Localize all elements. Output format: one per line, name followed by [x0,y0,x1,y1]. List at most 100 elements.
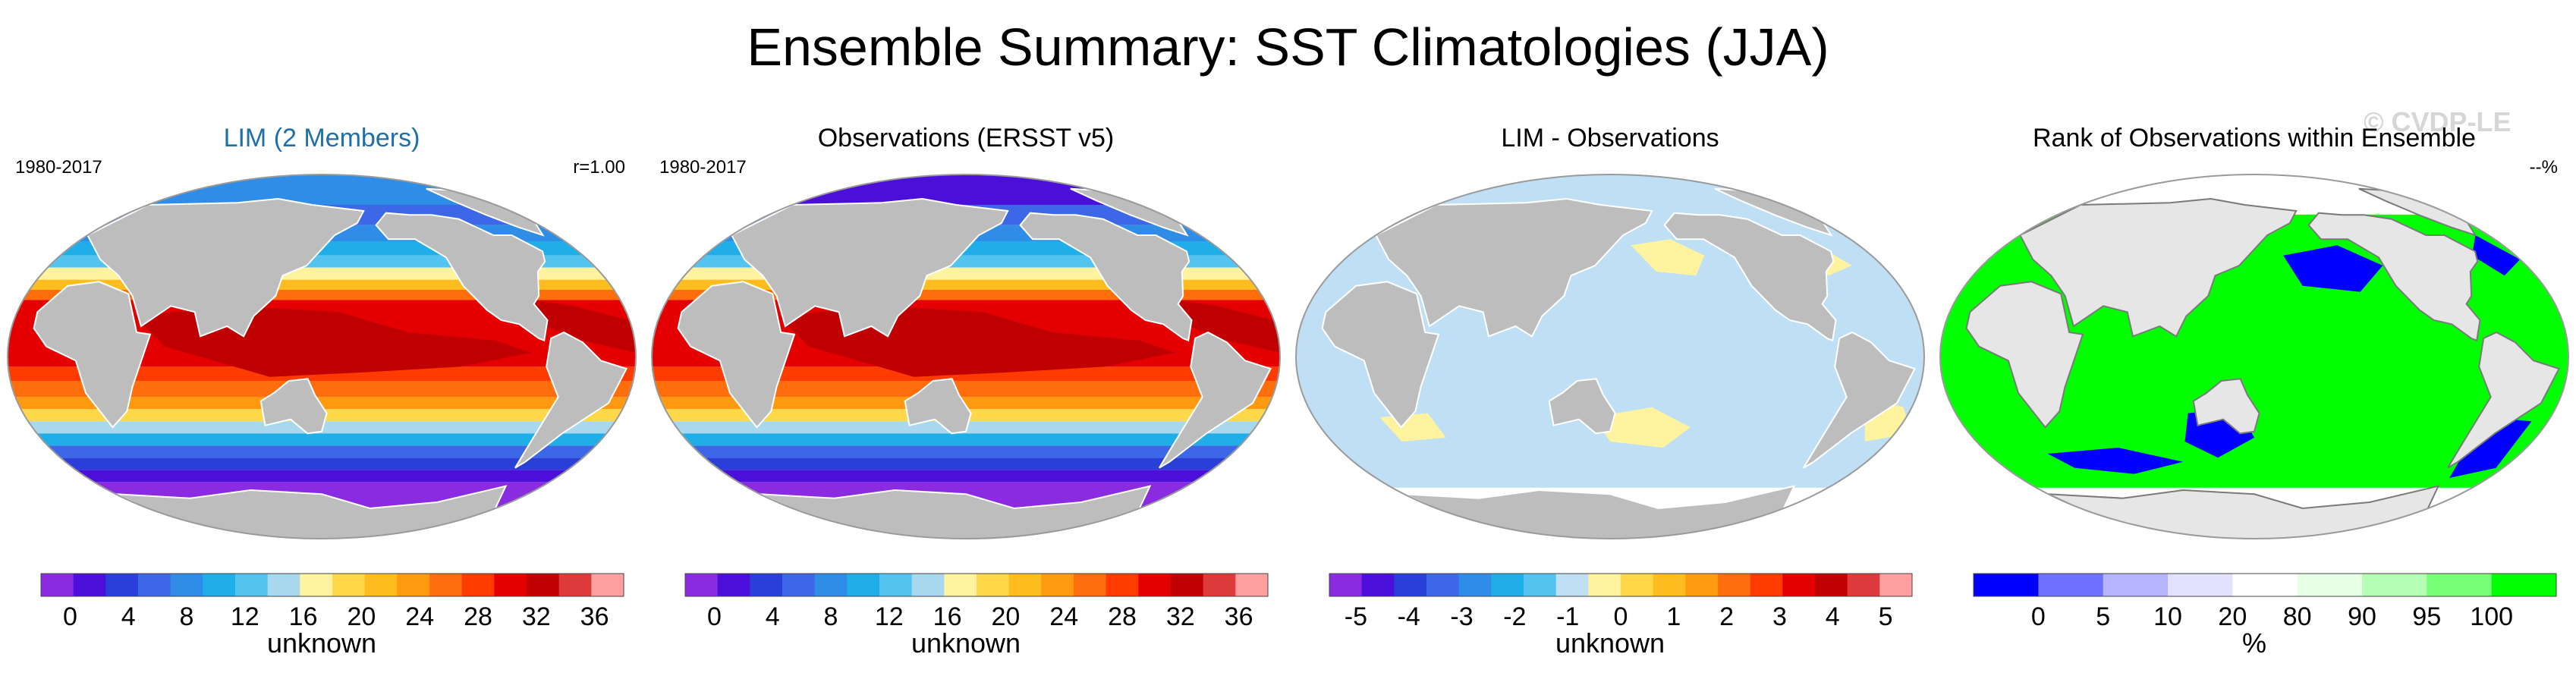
positive-anomaly-region [1593,407,1691,448]
colorbar-tick-label: 8 [824,602,838,631]
land-africa [1321,281,1440,429]
land-namerica [375,212,549,342]
colorbar-tick-label: 80 [2283,602,2312,631]
panel-title: Observations (ERSST v5) [817,124,1115,152]
sst-band [652,470,1280,483]
land-australia [1548,378,1616,435]
colorbar: 0 5 10 20 80 90 95 100% [1973,573,2557,659]
colorbar-swatch [558,574,592,596]
land-antarctic [1404,485,1796,539]
colorbar-tick-label: 5 [1879,602,1893,631]
colorbar-swatch [494,574,527,596]
colorbar-swatch [750,574,783,596]
colorbar-swatch [364,574,398,596]
colorbar-swatch [41,574,74,596]
colorbar-tick-label: 12 [875,602,904,631]
colorbar-units-label: % [2242,627,2266,659]
land-namerica [1019,212,1193,342]
colorbar-swatch [235,574,269,596]
colorbar-tick-label: 12 [231,602,259,631]
colorbar-swatch [1138,574,1172,596]
map-outline [1939,174,2569,539]
land-samerica [1803,331,1917,469]
sst-map [651,174,1281,539]
colorbar-units-label: unknown [267,627,376,659]
atlantic-warm-region [1173,300,1280,353]
sst-band [8,175,636,205]
colorbar-swatch [73,574,106,596]
sst-band [652,457,1280,470]
colorbar-swatch [332,574,366,596]
colorbar-tick-label: 0 [707,602,722,631]
colorbar-swatch [1203,574,1236,596]
colorbar-swatch [2168,574,2233,596]
sst-band [652,433,1280,446]
colorbar-swatch [2362,574,2427,596]
colorbar-tick-label: 100 [2470,602,2513,631]
sst-band [8,255,636,268]
colorbar-swatch [1171,574,1204,596]
colorbar-swatch [1718,574,1751,596]
colorbar-tick-label: 24 [1049,602,1078,631]
sst-band [8,267,636,280]
colorbar-swatch [1329,574,1363,596]
difference-map [1295,174,1925,539]
colorbar-tick-label: -4 [1398,602,1420,631]
figure-title: Ensemble Summary: SST Climatologies (JJA… [747,17,1829,77]
colorbar-swatch [527,574,560,596]
colorbar-tick-label: 90 [2348,602,2376,631]
land-africa [677,281,796,429]
colorbar-swatch [1394,574,1427,596]
panel-rank: Rank of Observations within Ensemble --%… [1933,0,2576,676]
map-outline [7,174,637,539]
colorbar-tick-label: 8 [180,602,194,631]
land-greenland [1714,187,1833,237]
colorbar-swatch [717,574,750,596]
colorbar-tick-label: 5 [2096,602,2110,631]
low-rank-region [2449,417,2532,478]
colorbar-swatch [814,574,848,596]
colorbar-swatch [1524,574,1557,596]
colorbar-swatch [1041,574,1074,596]
sst-band [652,381,1280,398]
colorbar-tick-label: -5 [1345,602,1367,631]
colorbar-tick-label: -2 [1503,602,1526,631]
colorbar-tick-label: 1 [1666,602,1681,631]
colorbar-tick-label: 3 [1772,602,1787,631]
sst-band [8,470,636,483]
land-samerica [2447,331,2561,469]
colorbar-tick-label: 20 [991,602,1020,631]
sst-band [8,397,636,410]
colorbar-tick-label: 36 [580,602,609,631]
colorbar-swatch [105,574,139,596]
colorbar-swatch [591,574,624,596]
period-label: 1980-2017 [659,157,747,178]
land-namerica [2307,212,2481,342]
colorbar-swatch [1653,574,1686,596]
panel-lim: LIM (2 Members) 1980-2017 r=1.00 0 4 8 12 16… [0,0,643,676]
land-samerica [1159,331,1272,469]
colorbar-tick-label: 28 [464,602,492,631]
colorbar-swatch [2427,574,2493,596]
colorbar-swatch [300,574,333,596]
panel-title: LIM - Observations [1501,124,1719,152]
land-greenland [1070,187,1189,237]
colorbar-tick-label: 2 [1719,602,1734,631]
land-asia [731,197,1009,338]
panel-difference: LIM - Observations -5 -4 -3 -2 -1 0 1 2 3 4 5 unkno… [1288,0,1932,676]
colorbar-swatch [2232,574,2298,596]
colorbar-tick-label: 36 [1225,602,1253,631]
sst-band [8,433,636,446]
colorbar-tick-label: 32 [522,602,551,631]
colorbar-swatch [1235,574,1269,596]
colorbar-tick-label: 4 [766,602,780,631]
colorbar-swatch [879,574,913,596]
colorbar-swatch [1361,574,1395,596]
colorbar-tick-label: 16 [933,602,962,631]
colorbar-swatch [1555,574,1589,596]
colorbar-swatch [1588,574,1621,596]
colorbar-tick-label: 4 [1826,602,1840,631]
land-greenland [2358,187,2477,237]
panel-title: Rank of Observations within Ensemble [2033,124,2476,152]
colorbar-swatch [2297,574,2363,596]
